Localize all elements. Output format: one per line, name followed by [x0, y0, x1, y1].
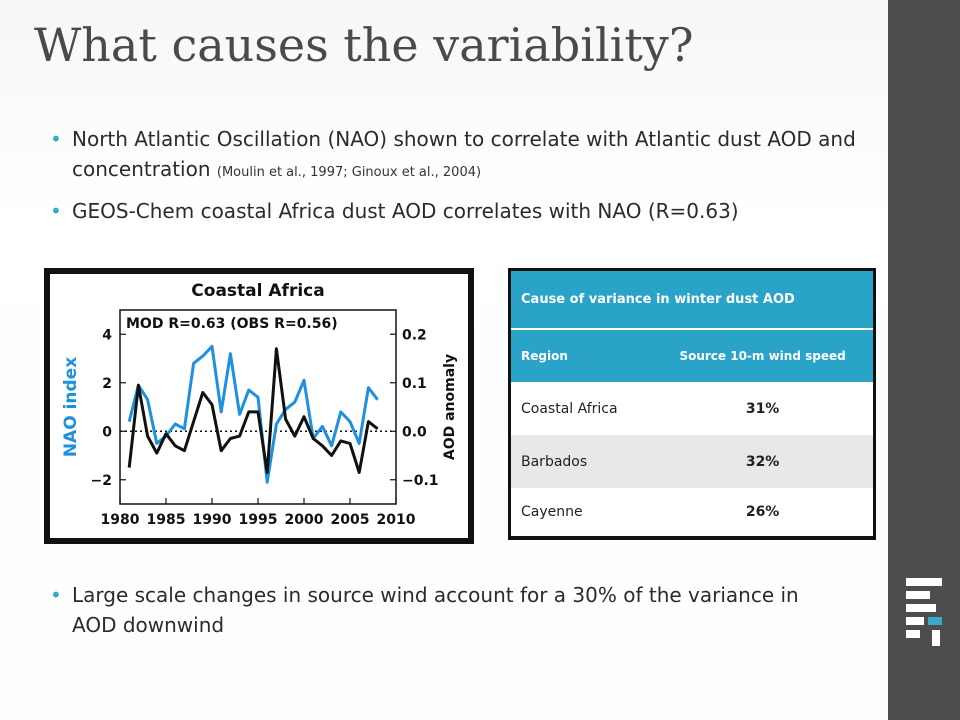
table-row: Cayenne 26% — [511, 488, 873, 536]
aod-anomaly-series-line — [127, 347, 379, 474]
y-left-tick-label: 0 — [102, 424, 112, 440]
x-tick-label: 1980 — [101, 512, 140, 528]
bottom-bullet-list: Large scale changes in source wind accou… — [50, 580, 830, 640]
x-tick-label: 1995 — [239, 512, 278, 528]
variance-cell: 26% — [652, 488, 873, 536]
y-right-tick-label: 0.0 — [402, 424, 427, 440]
chart-title: Coastal Africa — [191, 281, 324, 301]
bullet-text: Large scale changes in source wind accou… — [72, 583, 799, 637]
table-caption-row: Cause of variance in winter dust AOD — [511, 271, 873, 329]
y-right-tick-label: 0.2 — [402, 327, 427, 343]
y-right-axis-label: AOD anomaly — [442, 354, 458, 460]
stacked-bars-logo-icon — [906, 578, 942, 646]
variance-cell: 31% — [652, 382, 873, 435]
nao-aod-chart: Coastal Africa MOD R=0.63 (OBS R=0.56) 198… — [61, 281, 458, 528]
table-row: Coastal Africa 31% — [511, 382, 873, 435]
x-tick-label: 2000 — [285, 512, 324, 528]
region-cell: Barbados — [511, 435, 653, 488]
x-tick-label: 2010 — [377, 512, 416, 528]
x-tick-label: 1990 — [193, 512, 232, 528]
header-wind-speed: Source 10-m wind speed — [652, 328, 873, 382]
nao-index-series-line — [127, 344, 379, 484]
chart-frame: Coastal Africa MOD R=0.63 (OBS R=0.56) 198… — [44, 268, 474, 544]
y-left-tick-label: −2 — [91, 473, 112, 489]
y-right-tick-label: 0.1 — [402, 376, 427, 392]
bullet-item: North Atlantic Oscillation (NAO) shown t… — [50, 124, 870, 188]
region-cell: Cayenne — [511, 488, 653, 536]
table-row: Barbados 32% — [511, 435, 873, 488]
bullet-item: Large scale changes in source wind accou… — [50, 580, 830, 640]
slide-title: What causes the variability? — [34, 18, 694, 72]
region-cell: Coastal Africa — [511, 382, 653, 435]
bullet-text: GEOS-Chem coastal Africa dust AOD correl… — [72, 199, 739, 223]
table-caption: Cause of variance in winter dust AOD — [511, 271, 873, 329]
bullet-text: North Atlantic Oscillation (NAO) shown t… — [72, 127, 856, 181]
right-sidebar — [888, 0, 960, 720]
x-tick-label: 2005 — [331, 512, 370, 528]
y-right-tick-label: −0.1 — [402, 473, 439, 489]
bullet-citation: (Moulin et al., 1997; Ginoux et al., 200… — [216, 165, 482, 180]
chart-annotation: MOD R=0.63 (OBS R=0.56) — [126, 316, 338, 332]
bullet-item: GEOS-Chem coastal Africa dust AOD correl… — [50, 196, 870, 226]
variance-table-frame: Cause of variance in winter dust AOD Reg… — [508, 268, 876, 540]
y-left-tick-label: 4 — [102, 327, 112, 343]
y-left-axis-label: NAO index — [61, 357, 81, 457]
x-tick-label: 1985 — [147, 512, 186, 528]
y-left-tick-label: 2 — [102, 376, 112, 392]
variance-cell: 32% — [652, 435, 873, 488]
bullet-list: North Atlantic Oscillation (NAO) shown t… — [50, 124, 870, 234]
table-header-row: Region Source 10-m wind speed — [511, 328, 873, 382]
header-region: Region — [511, 328, 653, 382]
variance-table: Cause of variance in winter dust AOD Reg… — [511, 271, 873, 536]
